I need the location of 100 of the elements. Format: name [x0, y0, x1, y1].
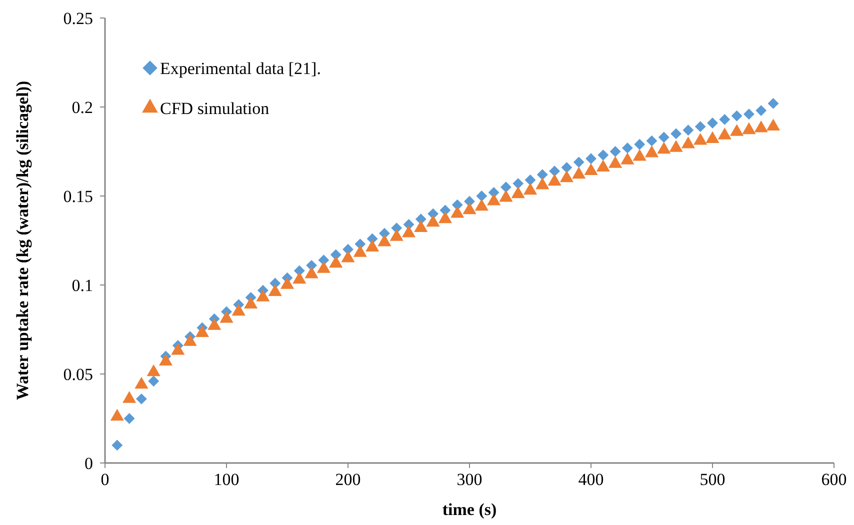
point	[756, 105, 767, 116]
point	[280, 277, 294, 289]
point	[742, 122, 756, 134]
x-tick-label: 0	[100, 470, 110, 489]
point	[754, 120, 768, 132]
point	[426, 214, 440, 227]
point	[208, 318, 222, 330]
point	[110, 408, 124, 421]
point	[632, 148, 646, 161]
x-tick-label: 100	[214, 470, 240, 489]
point	[500, 182, 512, 193]
point	[694, 132, 708, 145]
y-tick-label: 0	[84, 454, 93, 473]
point	[304, 266, 318, 278]
point	[644, 145, 659, 158]
point	[719, 114, 730, 125]
point	[268, 284, 282, 296]
y-tick-label: 0.25	[63, 9, 93, 28]
point	[572, 166, 586, 179]
point	[158, 354, 173, 366]
point	[608, 156, 622, 168]
x-tick-label: 600	[821, 470, 847, 489]
point	[524, 174, 536, 186]
point	[669, 140, 683, 152]
point	[573, 156, 584, 168]
point	[718, 128, 732, 140]
point	[743, 108, 754, 120]
point	[462, 202, 476, 214]
point	[646, 135, 658, 146]
legend-label: Experimental data [21].	[160, 59, 321, 78]
point	[134, 376, 148, 389]
point	[366, 240, 380, 252]
point	[584, 163, 598, 176]
point	[316, 261, 330, 273]
point	[474, 198, 488, 211]
point	[148, 376, 160, 387]
point	[706, 131, 720, 143]
point	[610, 146, 621, 157]
point	[730, 124, 744, 136]
point	[244, 296, 258, 309]
y-tick-label: 0.05	[63, 365, 93, 384]
point	[450, 206, 464, 218]
x-tick-label: 400	[578, 470, 604, 489]
point	[390, 229, 404, 241]
point	[136, 393, 147, 404]
point	[560, 170, 574, 182]
point	[681, 136, 695, 148]
point	[549, 166, 560, 177]
point	[487, 193, 501, 206]
point	[511, 186, 525, 198]
point	[220, 310, 234, 323]
x-tick-label: 500	[700, 470, 726, 489]
point	[548, 174, 562, 186]
x-tick-label: 300	[456, 470, 482, 489]
point	[476, 190, 488, 202]
point	[122, 391, 136, 403]
point	[512, 178, 524, 190]
point	[256, 290, 270, 302]
point	[438, 211, 452, 224]
y-tick-label: 0.1	[72, 276, 93, 295]
point	[378, 234, 392, 246]
point	[341, 250, 355, 262]
point	[586, 153, 596, 164]
point	[670, 128, 682, 140]
point	[731, 110, 742, 122]
point	[536, 169, 548, 180]
point	[183, 334, 197, 346]
point	[634, 138, 646, 150]
point	[766, 118, 780, 131]
point	[232, 304, 246, 316]
point	[146, 364, 160, 376]
point	[620, 152, 634, 164]
point	[561, 162, 572, 173]
point	[402, 226, 416, 238]
point	[329, 256, 343, 268]
point	[499, 190, 513, 202]
point	[292, 272, 306, 284]
point	[124, 413, 135, 424]
point	[596, 160, 610, 172]
point	[707, 118, 718, 128]
y-tick-label: 0.2	[72, 98, 93, 117]
point	[195, 325, 209, 337]
point	[657, 142, 671, 154]
point	[112, 440, 123, 451]
point	[523, 182, 538, 195]
point	[694, 121, 706, 132]
point	[414, 220, 428, 232]
point	[353, 245, 367, 257]
legend-label: CFD simulation	[160, 99, 270, 118]
point	[622, 142, 633, 154]
y-tick-label: 0.15	[63, 187, 93, 206]
x-axis-title: time (s)	[442, 500, 497, 519]
point	[171, 343, 185, 355]
y-axis-title: Water uptake rate (kg (water)/kg (silicagel))	[13, 80, 32, 400]
point	[682, 124, 694, 136]
x-tick-label: 200	[335, 470, 361, 489]
point	[658, 132, 670, 143]
point	[536, 177, 550, 190]
point	[768, 98, 779, 109]
point	[598, 150, 609, 161]
